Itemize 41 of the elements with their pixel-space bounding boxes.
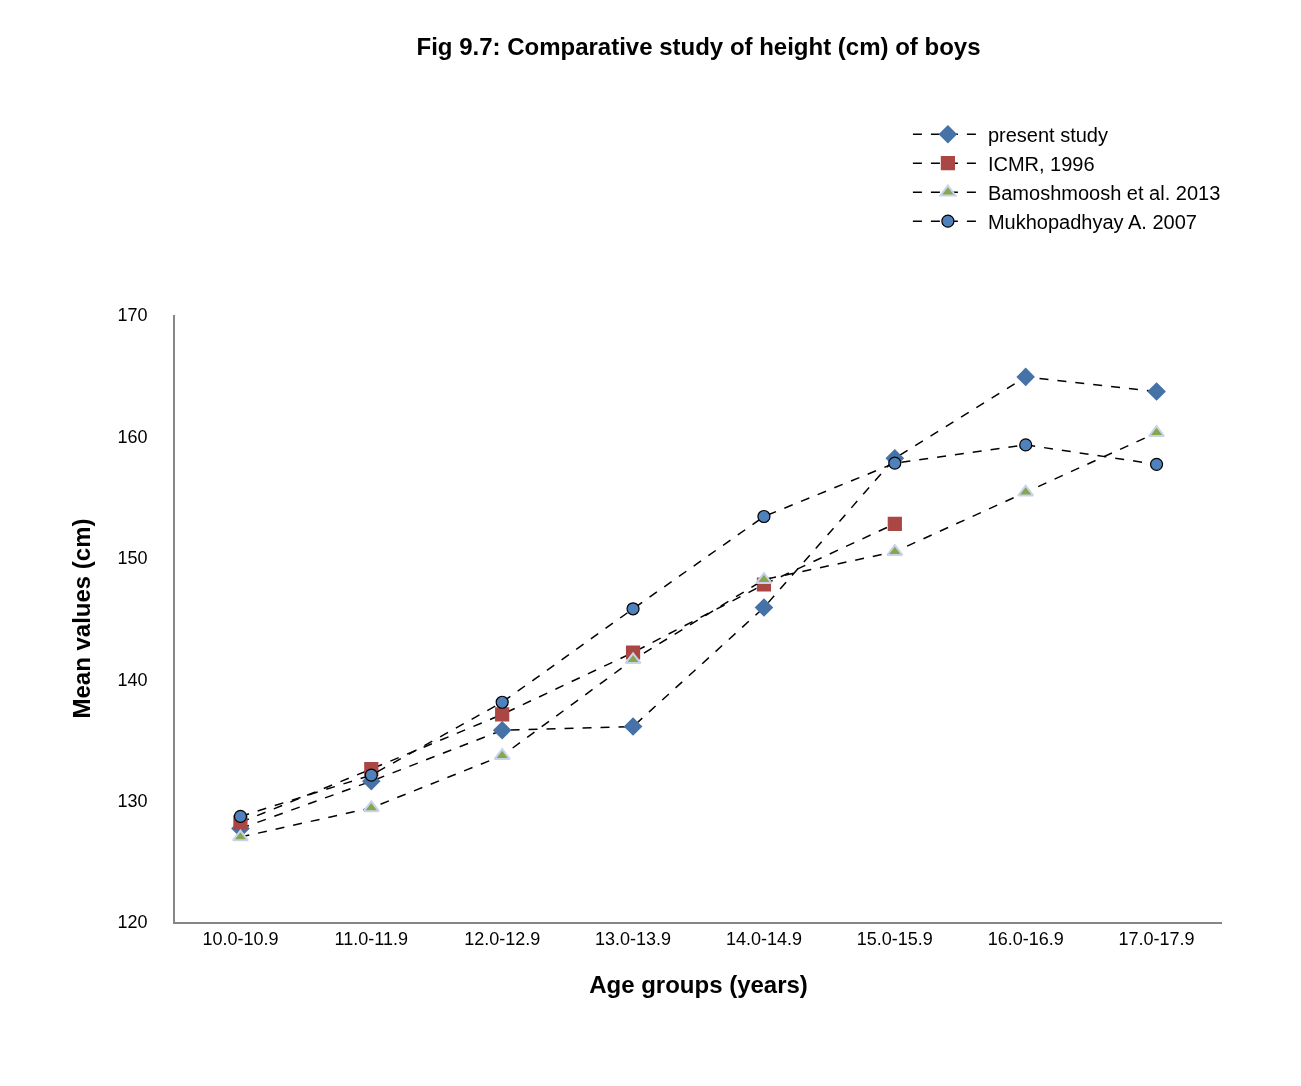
x-tick-label: 12.0-12.9 bbox=[464, 929, 541, 950]
y-tick-label: 130 bbox=[117, 790, 148, 811]
x-tick-label: 11.0-11.9 bbox=[334, 929, 409, 950]
x-tick-label: 14.0-14.9 bbox=[725, 929, 802, 950]
x-tick-label: 10.0-10.9 bbox=[202, 929, 279, 950]
chart-title: Fig 9.7: Comparative study of height (cm) of boys bbox=[416, 32, 981, 60]
legend-label: ICMR, 1996 bbox=[987, 152, 1095, 175]
x-tick-label: 15.0-15.9 bbox=[856, 929, 933, 950]
point bbox=[493, 721, 512, 740]
x-tick-label: 13.0-13.9 bbox=[595, 929, 672, 950]
point bbox=[495, 695, 509, 709]
point bbox=[624, 652, 642, 665]
point bbox=[1149, 457, 1164, 471]
point bbox=[887, 516, 902, 531]
point bbox=[626, 602, 640, 616]
y-tick-label: 120 bbox=[117, 912, 148, 933]
point bbox=[888, 456, 902, 470]
point bbox=[1148, 425, 1166, 438]
y-axis-title: Mean values (cm) bbox=[68, 518, 96, 719]
point bbox=[362, 800, 380, 813]
legend-label: Mukhopadhyay A. 2007 bbox=[987, 210, 1197, 233]
point bbox=[233, 809, 248, 823]
point bbox=[1016, 367, 1035, 386]
x-axis-title: Age groups (years) bbox=[589, 971, 808, 999]
y-tick-label: 150 bbox=[117, 548, 148, 569]
legend-label: present study bbox=[987, 123, 1108, 146]
point bbox=[495, 707, 510, 722]
point bbox=[754, 598, 773, 617]
point bbox=[624, 717, 643, 736]
point bbox=[757, 509, 771, 524]
point bbox=[1017, 484, 1035, 497]
point bbox=[364, 768, 378, 782]
point bbox=[1019, 438, 1033, 452]
y-tick-label: 170 bbox=[117, 305, 148, 326]
legend-label: Bamoshmoosh et al. 2013 bbox=[987, 181, 1221, 204]
point bbox=[231, 829, 249, 842]
y-tick-label: 160 bbox=[117, 426, 148, 447]
point bbox=[1147, 382, 1166, 401]
x-tick-label: 16.0-16.9 bbox=[987, 929, 1064, 950]
x-tick-label: 17.0-17.9 bbox=[1118, 929, 1195, 950]
y-tick-label: 140 bbox=[117, 669, 148, 690]
